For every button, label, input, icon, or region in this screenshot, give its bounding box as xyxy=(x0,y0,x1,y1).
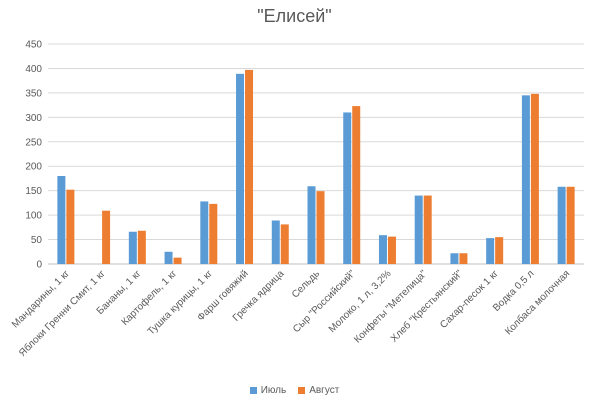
bar-series-2 xyxy=(137,230,146,264)
bar-series-2 xyxy=(352,106,361,264)
bar-series-2 xyxy=(495,237,504,264)
legend-swatch xyxy=(298,387,306,394)
legend-swatch xyxy=(249,387,257,394)
bar-series-1 xyxy=(236,73,245,264)
bar-series-1 xyxy=(271,220,280,264)
y-tick-label: 150 xyxy=(25,186,42,197)
legend-label: Август xyxy=(309,385,340,396)
x-category-label: Сельдь xyxy=(290,268,322,300)
y-tick-label: 250 xyxy=(25,137,42,148)
y-tick-label: 0 xyxy=(36,260,42,271)
y-tick-label: 300 xyxy=(25,113,42,124)
y-tick-label: 50 xyxy=(31,235,43,246)
x-category-label: Мандарины, 1 кг xyxy=(10,268,72,330)
bar-series-2 xyxy=(173,257,182,264)
x-category-label: Сыр "Российский" xyxy=(291,268,358,335)
bar-series-1 xyxy=(164,251,173,264)
bar-series-1 xyxy=(343,112,352,264)
legend-item-series-1: Июль xyxy=(249,385,287,396)
chart-title: "Елисей" xyxy=(257,6,332,26)
bar-series-1 xyxy=(378,235,387,264)
bar-series-2 xyxy=(209,203,218,264)
legend-item-series-2: Август xyxy=(298,385,339,396)
bar-series-2 xyxy=(316,191,325,264)
bar-series-2 xyxy=(245,69,254,265)
chart-legend: Июль Август xyxy=(0,385,589,396)
x-category-label: Тушка курицы, 1 кг xyxy=(146,268,215,337)
bar-series-1 xyxy=(57,176,66,264)
bar-series-2 xyxy=(530,93,539,264)
bar-series-1 xyxy=(486,238,495,264)
legend-label: Июль xyxy=(260,385,287,396)
y-tick-label: 100 xyxy=(25,211,42,222)
x-category-label: Молоко, 1 л, 3,2% xyxy=(327,268,394,335)
bar-series-2 xyxy=(566,186,575,264)
bar-series-2 xyxy=(423,195,432,264)
y-tick-label: 350 xyxy=(25,88,42,99)
x-category-label: Хлеб "Крестьянский" xyxy=(388,267,465,344)
bar-series-1 xyxy=(128,231,137,264)
bar-series-2 xyxy=(387,236,396,264)
y-tick-label: 400 xyxy=(25,64,42,75)
bar-series-1 xyxy=(450,253,459,264)
bar-series-2 xyxy=(66,189,75,264)
y-tick-label: 200 xyxy=(25,162,42,173)
x-category-label: Колбаса молочная xyxy=(503,268,573,338)
bar-series-1 xyxy=(557,186,566,264)
bar-series-1 xyxy=(521,95,530,264)
bar-series-2 xyxy=(280,224,289,264)
bar-series-1 xyxy=(414,195,423,264)
y-tick-label: 450 xyxy=(25,40,42,51)
bar-series-1 xyxy=(307,186,316,264)
bar-series-2 xyxy=(102,210,111,264)
bar-series-1 xyxy=(200,201,209,264)
bar-series-2 xyxy=(459,253,468,264)
